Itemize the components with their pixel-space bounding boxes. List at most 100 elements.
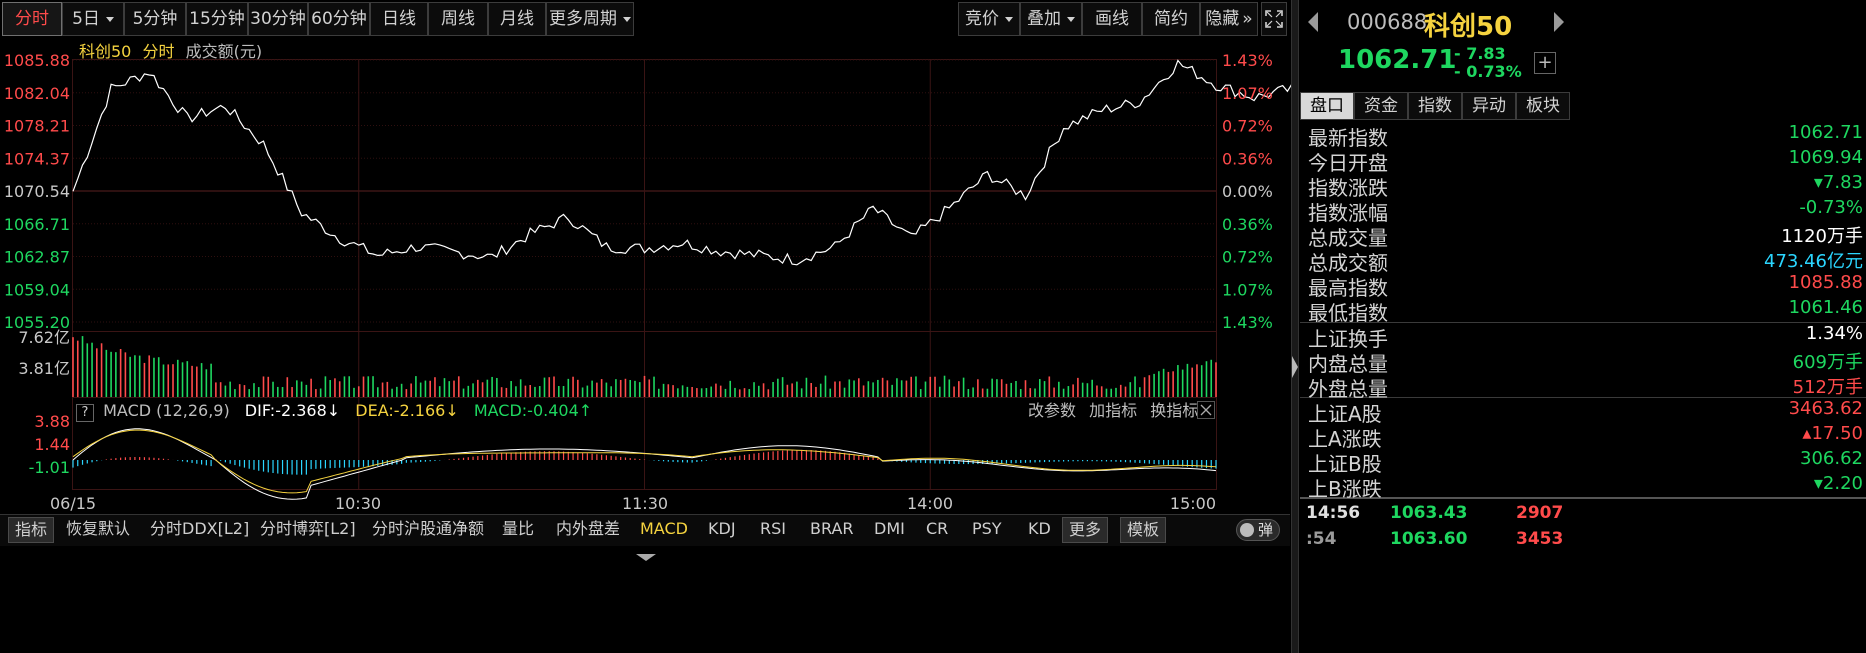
symbol-name: 科创50 — [1424, 12, 1513, 42]
price-axis-right: 1.43% 1.07% 0.72% 0.36% 0.00% 0.36% 0.72% 1.07%… — [1222, 51, 1273, 332]
indicator-tab-9[interactable]: RSI — [760, 519, 786, 538]
tick-time: 14:56 — [1306, 503, 1361, 523]
time-axis: 06/15 10:30 11:30 14:00 15:00 — [50, 494, 1216, 512]
period-button-8[interactable]: 月线 — [488, 2, 546, 36]
toggle-knob — [1240, 523, 1254, 537]
tool-button-1[interactable]: 叠加 — [1020, 2, 1082, 36]
tool-button-0[interactable]: 竞价 — [958, 2, 1020, 36]
dif-value: DIF:-2.368↓ — [244, 401, 341, 420]
indicator-tab-16[interactable]: 模板 — [1120, 517, 1167, 543]
edit-params-button[interactable]: 改参数 — [1028, 401, 1077, 420]
indicator-tab-11[interactable]: DMI — [874, 519, 905, 538]
quote-tab-0[interactable]: 盘口 — [1300, 92, 1354, 120]
chart-header: 科创50 分时 成交额(元) — [79, 38, 262, 62]
quote-row-value: -0.73% — [1799, 197, 1863, 218]
add-indicator-button[interactable]: 加指标 — [1089, 401, 1138, 420]
time-grid — [358, 60, 931, 490]
period-button-5[interactable]: 60分钟 — [308, 2, 370, 36]
indicator-tab-1[interactable]: 恢复默认 — [66, 519, 131, 538]
indicator-tab-12[interactable]: CR — [926, 519, 949, 538]
quote-row-value: 1062.71 — [1788, 122, 1863, 143]
macd-header: ? MACD (12,26,9) DIF:-2.368↓ DEA:-2.166↓… — [76, 401, 592, 422]
indicator-tab-15[interactable]: 更多 — [1062, 517, 1109, 543]
quote-row-label: 指数涨幅 — [1308, 201, 1388, 225]
quote-separator-3 — [1300, 497, 1866, 499]
quote-row-label: 最低指数 — [1308, 301, 1388, 325]
quote-panel — [1300, 0, 1866, 653]
price-axis-left: 1085.88 1082.04 1078.21 1074.37 1070.54 1066.… — [4, 51, 70, 332]
pct-label: 1.07% — [1222, 280, 1273, 299]
indicator-tab-5[interactable]: 量比 — [502, 519, 535, 538]
fullscreen-button[interactable] — [1261, 2, 1287, 36]
quote-tab-3[interactable]: 异动 — [1462, 92, 1516, 120]
quote-row-label: 上证B股 — [1308, 452, 1382, 476]
macd-label: -1.01 — [29, 458, 70, 477]
tool-button-3[interactable]: 简约 — [1142, 2, 1200, 36]
period-button-9[interactable]: 更多周期 — [546, 2, 634, 36]
quote-row: 指数涨跌 ▾7.83 — [1300, 172, 1866, 200]
time-label: 11:30 — [622, 494, 668, 512]
quote-tab-4[interactable]: 板块 — [1516, 92, 1570, 120]
period-button-2[interactable]: 5分钟 — [124, 2, 186, 36]
period-button-6[interactable]: 日线 — [370, 2, 428, 36]
double-chevron-icon: » — [1242, 9, 1253, 29]
price-label: 1085.88 — [4, 51, 70, 70]
indicator-tab-0[interactable]: 指标 — [8, 517, 55, 543]
help-button[interactable]: ? — [76, 404, 94, 422]
pct-label: 0.72% — [1222, 248, 1273, 267]
period-button-3[interactable]: 15分钟 — [186, 2, 248, 36]
indicator-tab-7[interactable]: MACD — [640, 519, 688, 538]
collapse-panel-button[interactable] — [1291, 352, 1299, 382]
tick-volume: 3453 — [1516, 529, 1564, 549]
quote-row-label: 上B涨跌 — [1308, 477, 1382, 501]
indicator-tab-8[interactable]: KDJ — [708, 519, 736, 538]
indicator-tab-13[interactable]: PSY — [972, 519, 1002, 538]
prev-symbol-icon[interactable] — [1306, 11, 1320, 33]
quote-row-label: 上证A股 — [1308, 402, 1382, 426]
period-button-4[interactable]: 30分钟 — [248, 2, 308, 36]
popup-toggle[interactable]: 弹 — [1236, 519, 1280, 541]
pct-label: 0.36% — [1222, 149, 1273, 168]
indicator-tab-2[interactable]: 分时DDX[L2] — [150, 519, 250, 538]
switch-indicator-button[interactable]: 换指标 — [1150, 401, 1199, 420]
quote-row-value: 1069.94 — [1788, 147, 1863, 168]
tick-time: :54 — [1306, 529, 1337, 549]
tool-button-4[interactable]: 隐藏» — [1200, 2, 1258, 36]
add-watchlist-button[interactable]: + — [1534, 52, 1556, 74]
time-label: 06/15 — [50, 494, 96, 512]
macd-params-label: MACD (12,26,9) — [103, 401, 230, 420]
index-name-label: 科创50 — [79, 42, 132, 61]
quote-separator-1 — [1300, 322, 1866, 323]
indicator-tab-14[interactable]: KD — [1028, 519, 1051, 538]
quote-tab-1[interactable]: 资金 — [1354, 92, 1408, 120]
pct-label: 0.72% — [1222, 117, 1273, 136]
next-symbol-icon[interactable] — [1552, 11, 1566, 33]
quote-row-label: 内盘总量 — [1308, 352, 1388, 376]
quote-row: 上证B股 306.62 — [1300, 448, 1866, 476]
period-button-7[interactable]: 周线 — [428, 2, 488, 36]
quote-row: 总成交量 1120万手 — [1300, 222, 1866, 250]
quote-row-value: ▾2.20 — [1813, 473, 1863, 494]
indicator-tab-3[interactable]: 分时博弈[L2] — [260, 519, 356, 538]
period-button-1[interactable]: 5日 — [62, 2, 124, 36]
indicator-tab-6[interactable]: 内外盘差 — [556, 519, 621, 538]
intraday-chart[interactable]: 1085.88 1082.04 1078.21 1074.37 1070.54 1066.… — [0, 0, 1292, 512]
macd-value: MACD:-0.404↑ — [473, 401, 593, 420]
scroll-indicator[interactable] — [636, 546, 656, 561]
period-button-0[interactable]: 分时 — [2, 2, 62, 36]
quote-row: 上证A股 3463.62 — [1300, 398, 1866, 426]
tool-button-2[interactable]: 画线 — [1082, 2, 1142, 36]
quote-row-label: 最高指数 — [1308, 276, 1388, 300]
quote-row-value: 1.34% — [1805, 323, 1863, 344]
close-indicator-button[interactable] — [1197, 401, 1215, 419]
quote-tab-2[interactable]: 指数 — [1408, 92, 1462, 120]
indicator-tab-4[interactable]: 分时沪股通净额 — [372, 519, 485, 538]
quote-row: 最低指数 1061.46 — [1300, 297, 1866, 325]
price-label: 1078.21 — [4, 117, 70, 136]
volume-label: 7.62亿 — [18, 328, 70, 347]
last-price: 1062.71 — [1338, 45, 1457, 75]
price-label: 1074.37 — [4, 149, 70, 168]
metric-label: 成交额(元) — [185, 42, 263, 61]
panel-divider — [1291, 0, 1299, 653]
indicator-tab-10[interactable]: BRAR — [810, 519, 854, 538]
